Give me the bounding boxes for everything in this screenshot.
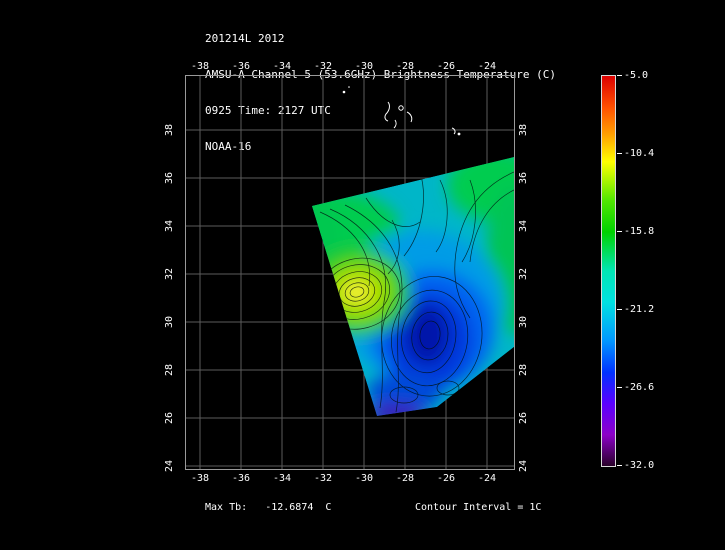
colorbar-tick bbox=[617, 153, 622, 154]
colorbar-label: -32.0 bbox=[624, 460, 655, 471]
lat-tick-right: 32 bbox=[518, 267, 529, 281]
lon-tick-top: -38 bbox=[190, 61, 210, 72]
colorbar-tick bbox=[617, 75, 622, 76]
colorbar-tick bbox=[617, 231, 622, 232]
plot-header: 201214L 2012 AMSU-A Channel 5 (53.6GHz) … bbox=[205, 9, 556, 177]
lon-tick-bottom: -36 bbox=[231, 473, 251, 484]
lon-tick-bottom: -28 bbox=[395, 473, 415, 484]
lat-tick-left: 28 bbox=[164, 363, 175, 377]
lat-tick-left: 24 bbox=[164, 459, 175, 473]
lon-tick-bottom: -34 bbox=[272, 473, 292, 484]
contour-interval-annotation: Contour Interval = 1C bbox=[415, 502, 542, 513]
lon-tick-top: -28 bbox=[395, 61, 415, 72]
lon-tick-bottom: -38 bbox=[190, 473, 210, 484]
colorbar-label: -10.4 bbox=[624, 148, 655, 159]
coastlines bbox=[342, 86, 461, 136]
lat-tick-right: 34 bbox=[518, 219, 529, 233]
lat-tick-left: 32 bbox=[164, 267, 175, 281]
lat-tick-right: 26 bbox=[518, 411, 529, 425]
lon-tick-bottom: -26 bbox=[436, 473, 456, 484]
max-tb-annotation: Max Tb: -12.6874 C bbox=[205, 502, 332, 513]
lon-tick-top: -36 bbox=[231, 61, 251, 72]
lat-tick-right: 28 bbox=[518, 363, 529, 377]
lon-tick-bottom: -24 bbox=[477, 473, 497, 484]
lat-tick-left: 30 bbox=[164, 315, 175, 329]
lat-tick-left: 34 bbox=[164, 219, 175, 233]
lat-tick-right: 38 bbox=[518, 123, 529, 137]
lat-tick-left: 36 bbox=[164, 171, 175, 185]
lat-tick-right: 24 bbox=[518, 459, 529, 473]
plot-frame bbox=[185, 75, 515, 470]
header-run-label: 201214L 2012 bbox=[205, 32, 285, 45]
lon-tick-bottom: -30 bbox=[354, 473, 374, 484]
header-time: 0925 Time: 2127 UTC bbox=[205, 104, 331, 117]
lat-tick-left: 26 bbox=[164, 411, 175, 425]
lon-tick-bottom: -32 bbox=[313, 473, 333, 484]
lat-tick-right: 30 bbox=[518, 315, 529, 329]
lon-tick-top: -26 bbox=[436, 61, 456, 72]
header-satellite: NOAA-16 bbox=[205, 140, 252, 153]
lat-tick-right: 36 bbox=[518, 171, 529, 185]
colorbar-label: -21.2 bbox=[624, 304, 655, 315]
colorbar-tick bbox=[617, 309, 622, 310]
lon-tick-top: -32 bbox=[313, 61, 333, 72]
colorbar bbox=[601, 75, 616, 467]
colorbar-tick bbox=[617, 465, 622, 466]
lon-tick-top: -34 bbox=[272, 61, 292, 72]
swath-heatmap bbox=[312, 157, 514, 416]
lat-tick-left: 38 bbox=[164, 123, 175, 137]
contour-lines bbox=[316, 171, 514, 413]
colorbar-tick bbox=[617, 387, 622, 388]
colorbar-label: -26.6 bbox=[624, 382, 655, 393]
lon-tick-top: -24 bbox=[477, 61, 497, 72]
lon-tick-top: -30 bbox=[354, 61, 374, 72]
colorbar-label: -15.8 bbox=[624, 226, 655, 237]
header-title: AMSU-A Channel 5 (53.6GHz) Brightness Te… bbox=[205, 68, 556, 81]
colorbar-label: -5.0 bbox=[624, 70, 649, 81]
